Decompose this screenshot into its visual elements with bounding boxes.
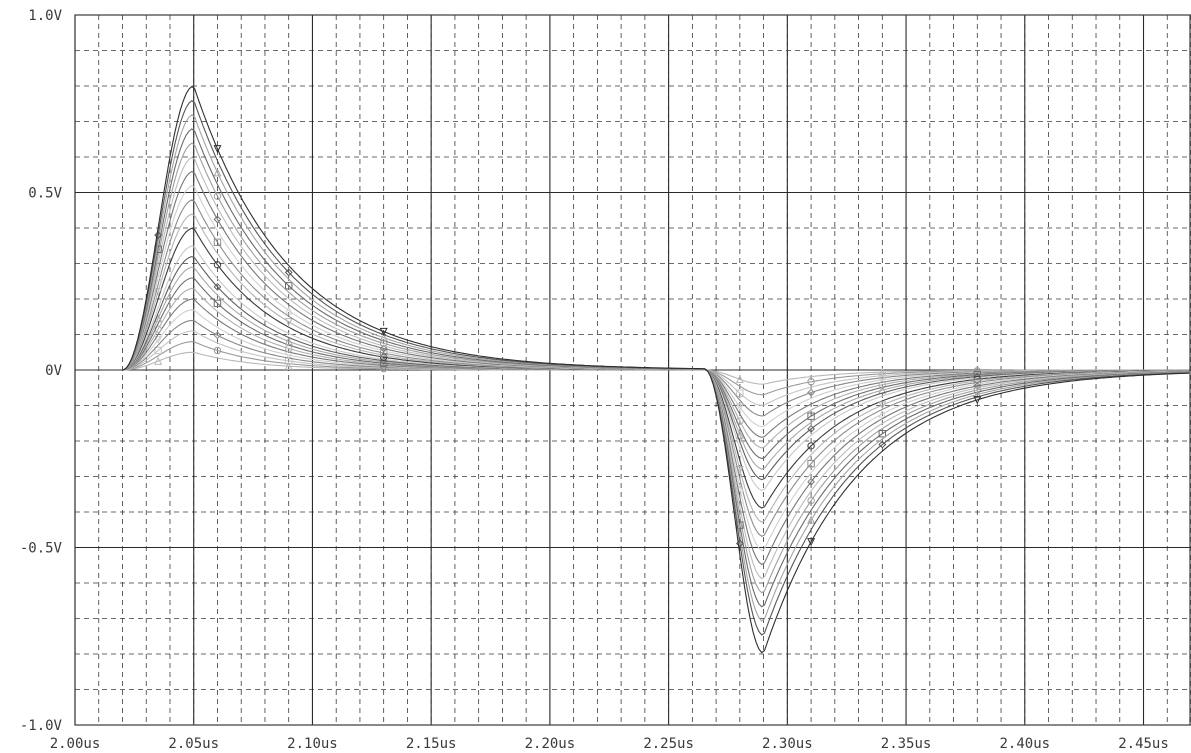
- x-tick-label: 2.00us: [50, 736, 101, 752]
- series-marker: [379, 349, 388, 357]
- series-marker: [878, 401, 887, 410]
- x-tick-label: 2.05us: [168, 736, 219, 752]
- series-marker: [379, 353, 388, 361]
- series-marker: [154, 336, 163, 345]
- y-tick-label: -0.5V: [20, 541, 63, 557]
- series-marker: [284, 306, 293, 315]
- x-tick-label: 2.10us: [287, 736, 338, 752]
- series-marker: [807, 515, 816, 524]
- y-tick-label: 0.5V: [28, 186, 62, 202]
- series-marker: [807, 412, 815, 420]
- series-marker: [213, 192, 222, 200]
- series-marker: [807, 538, 816, 547]
- series-marker: [878, 409, 887, 418]
- y-tick-label: -1.0V: [20, 718, 63, 734]
- series-marker: [213, 215, 222, 224]
- series-marker: [735, 374, 744, 383]
- series-marker: [379, 333, 388, 342]
- series-marker: [735, 403, 744, 412]
- series-marker: [807, 496, 815, 505]
- series-marker: [973, 390, 982, 399]
- series-marker: [213, 145, 222, 154]
- series-marker: [213, 299, 222, 308]
- series-marker: [878, 376, 887, 385]
- series-line: [75, 85, 1190, 654]
- series-marker: [878, 371, 887, 380]
- series-marker: [807, 442, 815, 450]
- series-marker: [807, 459, 815, 468]
- series-line: [75, 99, 1190, 636]
- x-tick-label: 2.40us: [999, 736, 1050, 752]
- series-marker: [154, 231, 163, 240]
- series-marker: [379, 344, 388, 353]
- series-marker: [213, 346, 222, 355]
- series-marker: [807, 378, 815, 386]
- series-marker: [284, 361, 293, 370]
- x-tick-label: 2.15us: [406, 736, 457, 752]
- series-marker: [213, 331, 222, 340]
- series-marker: [973, 386, 981, 394]
- series-marker: [284, 336, 293, 345]
- series-marker: [284, 268, 293, 277]
- series-marker: [735, 430, 744, 439]
- series-marker: [213, 168, 222, 177]
- y-tick-label: 0V: [45, 363, 62, 379]
- x-tick-label: 2.20us: [525, 736, 576, 752]
- x-tick-label: 2.25us: [643, 736, 694, 752]
- series-marker: [973, 382, 982, 390]
- series-marker: [213, 238, 222, 246]
- series-marker: [878, 429, 887, 438]
- series-marker: [213, 261, 222, 269]
- axis-labels: 2.00us 2.05us 2.10us 2.15us 2.20us 2.25us 2.30…: [20, 8, 1169, 752]
- x-tick-label: 2.30us: [762, 736, 813, 752]
- series-marker: [878, 440, 887, 449]
- series-marker: [379, 327, 388, 336]
- series-layer: [75, 85, 1190, 654]
- x-tick-label: 2.45us: [1118, 736, 1169, 752]
- x-tick-label: 2.35us: [881, 736, 932, 752]
- series-marker: [736, 389, 744, 397]
- series-marker: [284, 318, 293, 327]
- series-marker: [154, 356, 163, 365]
- y-tick-label: 1.0V: [28, 8, 62, 24]
- series-marker: [973, 396, 982, 405]
- series-marker: [807, 424, 815, 433]
- series-marker: [213, 282, 222, 291]
- series-marker: [285, 282, 293, 290]
- series-marker: [154, 346, 162, 355]
- plot-frame: [74, 14, 1191, 726]
- series-marker: [807, 388, 815, 397]
- series-marker: [807, 477, 815, 486]
